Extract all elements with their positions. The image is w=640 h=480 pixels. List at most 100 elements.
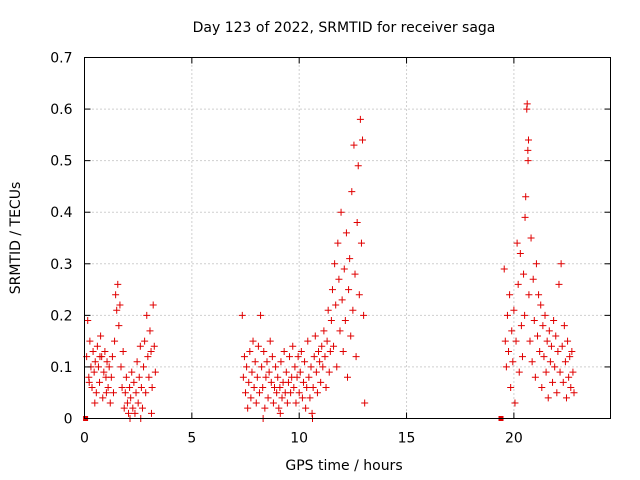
data-point [144,353,152,361]
data-point [85,378,93,386]
data-point [293,373,301,381]
data-point [326,347,334,355]
data-point [107,373,115,381]
data-point [305,373,313,381]
x-tick-labels: 0 5 10 15 20 [80,431,523,447]
data-point [356,115,364,123]
data-point [309,384,317,392]
data-point [310,353,318,361]
data-point [518,353,526,361]
data-point [96,378,104,386]
data-point [544,394,552,402]
data-point [502,363,510,371]
data-point [313,389,321,397]
data-point [528,358,536,366]
data-point [315,347,323,355]
data-point [350,141,358,149]
data-point [130,378,138,386]
data-point [510,306,518,314]
data-point [322,384,330,392]
data-point [337,208,345,216]
y-tick-label: 0.5 [50,154,72,170]
data-point [247,394,255,402]
data-point [537,301,545,309]
data-point [262,373,270,381]
data-point [151,368,159,376]
y-tick-label: 0.2 [50,308,72,324]
data-point [560,322,568,330]
data-point [125,409,133,417]
data-point [291,363,299,371]
data-point [268,353,276,361]
data-point [96,353,104,361]
data-point [552,332,560,340]
data-point [328,286,336,294]
data-point [341,317,349,325]
data-point [543,337,551,345]
y-tick-label: 0.7 [50,51,72,67]
data-point [106,399,114,407]
data-point [119,347,127,355]
data-point [539,322,547,330]
data-point [304,337,312,345]
data-point [129,404,137,412]
data-point [307,363,315,371]
data-point [536,347,544,355]
data-point [505,347,513,355]
data-point [136,342,144,350]
data-point [311,332,319,340]
data-point [553,389,561,397]
data-point [127,394,135,402]
data-point [513,239,521,247]
data-point [261,404,269,412]
data-point [296,368,304,376]
data-point [276,384,284,392]
data-point [252,399,260,407]
data-point [260,347,268,355]
y-axis-label: SRMTID / TECUs [8,182,24,295]
data-point [289,342,297,350]
data-point [146,327,154,335]
data-point [266,337,274,345]
data-point [531,373,539,381]
data-point [325,368,333,376]
data-point [530,317,538,325]
data-point [353,219,361,227]
y-tick-label: 0.4 [50,205,72,221]
data-point [277,358,285,366]
data-point [557,260,565,268]
data-point [321,353,329,361]
data-point [137,384,145,392]
data-point [104,384,112,392]
data-point [507,384,515,392]
data-point [521,213,529,221]
data-point [287,389,295,397]
data-point [245,378,253,386]
data-point [524,136,532,144]
data-point [534,332,542,340]
data-point [508,327,516,335]
data-point [514,280,522,288]
data-point [339,347,347,355]
data-point [331,260,339,268]
data-point [529,275,537,283]
data-point [351,270,359,278]
data-point [517,322,525,330]
data-point [538,384,546,392]
data-point [86,337,94,345]
data-point [114,280,122,288]
y-tick-label: 0.1 [50,360,72,376]
data-point [251,358,259,366]
data-point [298,394,306,402]
data-point [246,347,254,355]
data-point [569,368,577,376]
data-point [99,394,107,402]
chart-title: Day 123 of 2022, SRMTID for receiver sag… [193,20,496,36]
data-point [511,399,519,407]
data-point [123,399,131,407]
x-tick-label: 10 [290,431,308,447]
data-point [140,363,148,371]
data-point [318,342,326,350]
data-point [255,389,263,397]
